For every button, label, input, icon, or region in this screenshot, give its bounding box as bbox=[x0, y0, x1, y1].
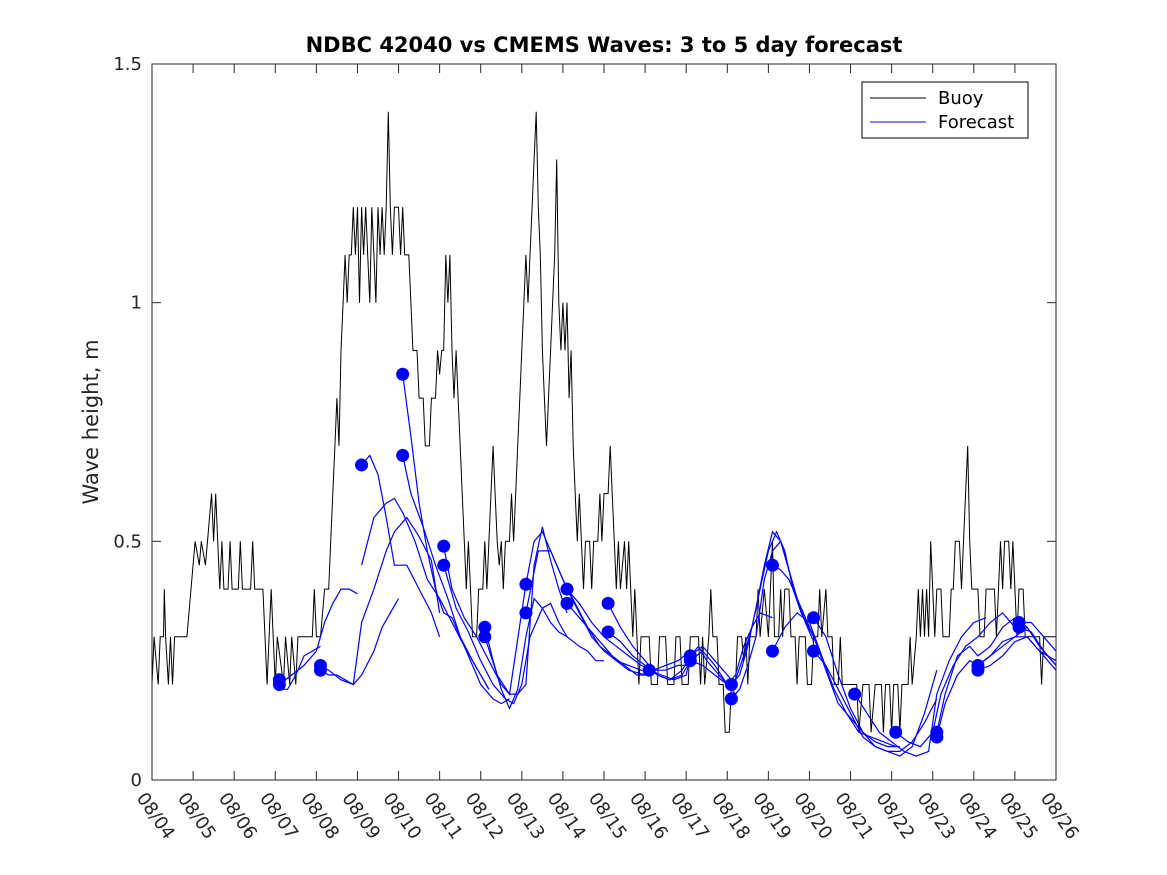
legend-buoy-label: Buoy bbox=[938, 88, 984, 109]
forecast-start-marker-1 bbox=[272, 678, 286, 692]
forecast-start-marker-26 bbox=[848, 687, 862, 701]
forecast-line-16 bbox=[607, 631, 736, 695]
y-tick-label-0: 0 bbox=[131, 770, 142, 791]
forecast-start-marker-33 bbox=[1012, 620, 1026, 634]
forecast-start-marker-3 bbox=[313, 663, 327, 677]
forecast-line-32 bbox=[1018, 626, 1057, 666]
legend-forecast-label: Forecast bbox=[938, 112, 1014, 133]
legend-box bbox=[861, 81, 1029, 139]
forecast-start-marker-22 bbox=[765, 558, 779, 572]
y-tick-label-3: 1.5 bbox=[113, 54, 142, 75]
buoy-line bbox=[151, 111, 1056, 733]
forecast-line-15 bbox=[607, 603, 736, 685]
forecast-start-marker-24 bbox=[807, 611, 821, 625]
forecast-series-group bbox=[279, 374, 1057, 757]
forecast-start-marker-13 bbox=[560, 582, 574, 596]
forecast-start-marker-21 bbox=[724, 692, 738, 706]
forecast-line-20 bbox=[730, 540, 815, 700]
forecast-line-4 bbox=[361, 454, 441, 637]
forecast-start-marker-25 bbox=[807, 644, 821, 658]
forecast-start-marker-19 bbox=[683, 654, 697, 668]
plot-area bbox=[152, 64, 1056, 780]
forecast-start-marker-5 bbox=[396, 367, 410, 381]
forecast-line-13 bbox=[566, 588, 691, 671]
forecast-line-30 bbox=[977, 636, 1057, 671]
forecast-line-21 bbox=[772, 564, 900, 748]
y-tick-label-2: 1 bbox=[131, 293, 142, 314]
forecast-line-6 bbox=[402, 374, 490, 690]
forecast-line-14 bbox=[566, 603, 691, 671]
forecast-line-7 bbox=[402, 455, 510, 705]
forecast-start-marker-7 bbox=[437, 539, 451, 553]
forecast-start-marker-11 bbox=[519, 577, 533, 591]
forecast-start-marker-27 bbox=[889, 725, 903, 739]
chart-title: NDBC 42040 vs CMEMS Waves: 3 to 5 day fo… bbox=[306, 33, 903, 57]
forecast-start-marker-29 bbox=[930, 730, 944, 744]
y-tick-label-1: 0.5 bbox=[113, 531, 142, 552]
forecast-line-25 bbox=[854, 617, 987, 757]
forecast-start-marker-17 bbox=[642, 663, 656, 677]
forecast-start-marker-15 bbox=[601, 596, 615, 610]
forecast-line-26 bbox=[895, 612, 1016, 748]
forecast-start-marker-31 bbox=[971, 663, 985, 677]
forecast-start-marker-14 bbox=[560, 596, 574, 610]
forecast-start-markers bbox=[272, 367, 1026, 744]
forecast-line-1 bbox=[279, 588, 358, 685]
forecast-line-0 bbox=[279, 645, 321, 690]
legend: Buoy Forecast bbox=[861, 81, 1029, 139]
forecast-start-marker-12 bbox=[519, 606, 533, 620]
forecast-start-marker-8 bbox=[437, 558, 451, 572]
buoy-series bbox=[151, 111, 1056, 733]
forecast-start-marker-4 bbox=[355, 458, 369, 472]
y-axis-label: Wave height, m bbox=[79, 339, 103, 504]
forecast-start-marker-10 bbox=[478, 630, 492, 644]
forecast-start-marker-16 bbox=[601, 625, 615, 639]
forecast-line-22 bbox=[771, 612, 896, 748]
forecast-line-8 bbox=[443, 526, 568, 695]
forecast-line-24 bbox=[813, 650, 938, 757]
forecast-line-3 bbox=[320, 516, 441, 686]
forecast-start-marker-6 bbox=[396, 448, 410, 462]
forecast-line-9 bbox=[443, 565, 568, 705]
forecast-start-marker-20 bbox=[724, 678, 738, 692]
forecast-line-2 bbox=[320, 598, 400, 686]
forecast-start-marker-9 bbox=[478, 620, 492, 634]
forecast-start-marker-23 bbox=[765, 644, 779, 658]
forecast-line-10 bbox=[484, 597, 604, 710]
forecast-line-29 bbox=[977, 626, 1057, 666]
